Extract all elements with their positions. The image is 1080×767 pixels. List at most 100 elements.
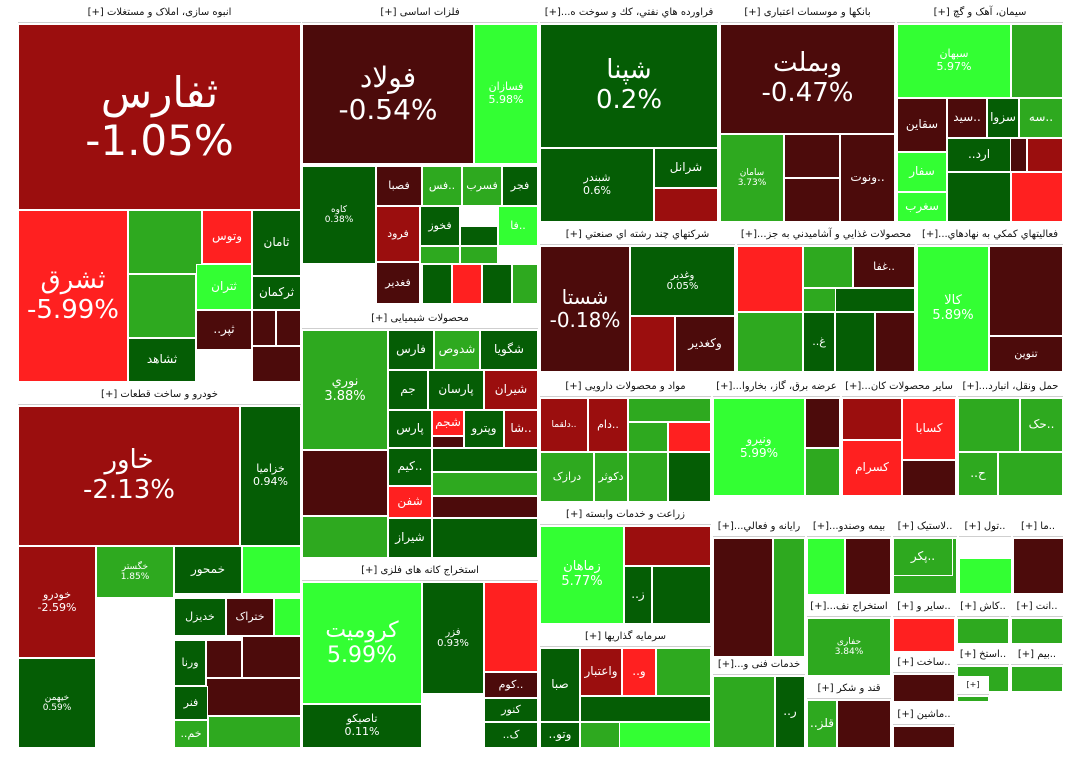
sector-header[interactable]: ..لاستیک [+]: [893, 518, 957, 537]
stock-tile[interactable]: کوم..: [484, 672, 538, 698]
sector-header[interactable]: ..انت [+]: [1011, 598, 1063, 617]
stock-tile[interactable]: [1011, 172, 1063, 222]
sector-header[interactable]: ..ساخت [+]: [893, 654, 955, 673]
stock-tile[interactable]: [737, 312, 803, 372]
stock-tile[interactable]: [773, 538, 805, 668]
stock-tile[interactable]: خاور -2.13%: [18, 406, 240, 546]
stock-tile[interactable]: صبا: [540, 648, 580, 722]
stock-tile[interactable]: [835, 312, 875, 372]
stock-tile[interactable]: شیران: [484, 370, 538, 410]
stock-tile[interactable]: [842, 398, 902, 440]
stock-tile[interactable]: [807, 538, 845, 594]
sector-header[interactable]: شرکتهاي چند رشته اي صنعتي [+]: [540, 226, 735, 245]
stock-tile[interactable]: [957, 696, 989, 702]
stock-tile[interactable]: شگویا: [480, 330, 538, 370]
stock-tile[interactable]: [805, 398, 840, 448]
stock-tile[interactable]: کیم..: [388, 448, 432, 486]
stock-tile[interactable]: [460, 226, 498, 246]
stock-tile[interactable]: ..ارد: [947, 138, 1011, 172]
stock-tile[interactable]: [242, 546, 301, 594]
stock-tile[interactable]: ثشاهد: [128, 338, 196, 382]
stock-tile[interactable]: [902, 460, 956, 496]
stock-tile[interactable]: فولاد -0.54%: [302, 24, 474, 164]
sector-header[interactable]: حمل ونقل، انبارد...[+]: [958, 378, 1063, 397]
stock-tile[interactable]: [1011, 24, 1063, 98]
stock-tile[interactable]: دکوثر: [594, 452, 628, 502]
stock-tile[interactable]: [654, 188, 718, 222]
stock-tile[interactable]: [628, 422, 668, 452]
stock-tile[interactable]: [668, 452, 711, 502]
stock-tile[interactable]: فزر 0.93%: [422, 582, 484, 694]
stock-tile[interactable]: [422, 264, 452, 304]
stock-tile[interactable]: فغدیر: [376, 262, 420, 304]
stock-tile[interactable]: سقاین: [897, 98, 947, 152]
stock-tile[interactable]: [432, 518, 538, 558]
sector-header[interactable]: ..ماشین [+]: [893, 706, 955, 725]
sector-header[interactable]: قند و شکر [+]: [807, 680, 891, 699]
stock-tile[interactable]: [630, 316, 675, 372]
stock-tile[interactable]: [998, 452, 1063, 496]
stock-tile[interactable]: نوري 3.88%: [302, 330, 388, 450]
stock-tile[interactable]: شیراز: [388, 518, 432, 558]
stock-tile[interactable]: ..ک: [484, 722, 538, 748]
stock-tile[interactable]: [206, 678, 301, 716]
stock-tile[interactable]: [624, 526, 711, 566]
stock-tile[interactable]: [274, 598, 301, 636]
stock-tile[interactable]: [580, 722, 620, 748]
sector-header[interactable]: فعالیتهاي کمکي به نهادهاي...[+]: [917, 226, 1063, 245]
stock-tile[interactable]: کالا 5.89%: [917, 246, 989, 372]
stock-tile[interactable]: خگستر 1.85%: [96, 546, 174, 598]
stock-tile[interactable]: ختراک: [226, 598, 274, 636]
stock-tile[interactable]: [252, 310, 276, 346]
stock-tile[interactable]: شا..: [504, 410, 538, 448]
stock-tile[interactable]: [989, 246, 1063, 336]
stock-tile[interactable]: فا..: [498, 206, 538, 246]
stock-tile[interactable]: ..ح: [958, 452, 998, 496]
stock-tile[interactable]: فسازان 5.98%: [474, 24, 538, 164]
stock-tile[interactable]: [128, 210, 202, 274]
stock-tile[interactable]: کسرام: [842, 440, 902, 496]
stock-tile[interactable]: کاوه 0.38%: [302, 166, 376, 264]
stock-tile[interactable]: پارسان: [428, 370, 484, 410]
stock-tile[interactable]: شبندر 0.6%: [540, 148, 654, 222]
stock-tile[interactable]: [302, 450, 388, 516]
sector-header[interactable]: خدمات فنی و...[+]: [713, 656, 805, 675]
stock-tile[interactable]: فارس: [388, 330, 434, 370]
stock-tile[interactable]: [628, 398, 711, 422]
stock-tile[interactable]: [893, 618, 955, 652]
stock-tile[interactable]: فخوز: [420, 206, 460, 246]
sector-header[interactable]: سرمایه گذاریها [+]: [540, 628, 711, 647]
stock-tile[interactable]: شرانل: [654, 148, 718, 188]
stock-tile[interactable]: سامان 3.73%: [720, 134, 784, 222]
stock-tile[interactable]: شجم: [432, 410, 464, 436]
stock-tile[interactable]: [784, 134, 840, 178]
stock-tile[interactable]: [432, 448, 538, 472]
stock-tile[interactable]: خزامیا 0.94%: [240, 406, 301, 546]
stock-tile[interactable]: [128, 274, 196, 338]
sector-header[interactable]: فلزات اساسی [+]: [302, 4, 538, 23]
sector-header[interactable]: ..بیم [+]: [1011, 646, 1063, 665]
stock-tile[interactable]: ثشرق -5.99%: [18, 210, 128, 382]
stock-tile[interactable]: فرود: [376, 206, 420, 262]
stock-tile[interactable]: ونیرو 5.99%: [713, 398, 805, 496]
stock-tile[interactable]: کنور: [484, 698, 538, 722]
sector-header[interactable]: ..کاش [+]: [957, 598, 1009, 617]
stock-tile[interactable]: [276, 310, 301, 346]
stock-tile[interactable]: جم: [388, 370, 428, 410]
stock-tile[interactable]: [1011, 666, 1063, 692]
stock-tile[interactable]: ونوت..: [840, 134, 895, 222]
stock-tile[interactable]: [947, 172, 1011, 222]
stock-tile[interactable]: [893, 726, 955, 748]
stock-tile[interactable]: [957, 618, 1009, 644]
stock-tile[interactable]: [252, 346, 301, 382]
stock-tile[interactable]: فس..: [422, 166, 462, 206]
stock-tile[interactable]: تنوين: [989, 336, 1063, 372]
sector-header[interactable]: استخراج نف...[+]: [807, 598, 891, 617]
stock-tile[interactable]: حک..: [1020, 398, 1063, 452]
stock-tile[interactable]: [242, 636, 301, 678]
stock-tile[interactable]: [1013, 538, 1063, 594]
stock-tile[interactable]: ..قلز: [807, 700, 837, 748]
stock-tile[interactable]: کرومیت 5.99%: [302, 582, 422, 704]
stock-tile[interactable]: شدوص: [434, 330, 480, 370]
stock-tile[interactable]: ..ز: [624, 566, 652, 624]
